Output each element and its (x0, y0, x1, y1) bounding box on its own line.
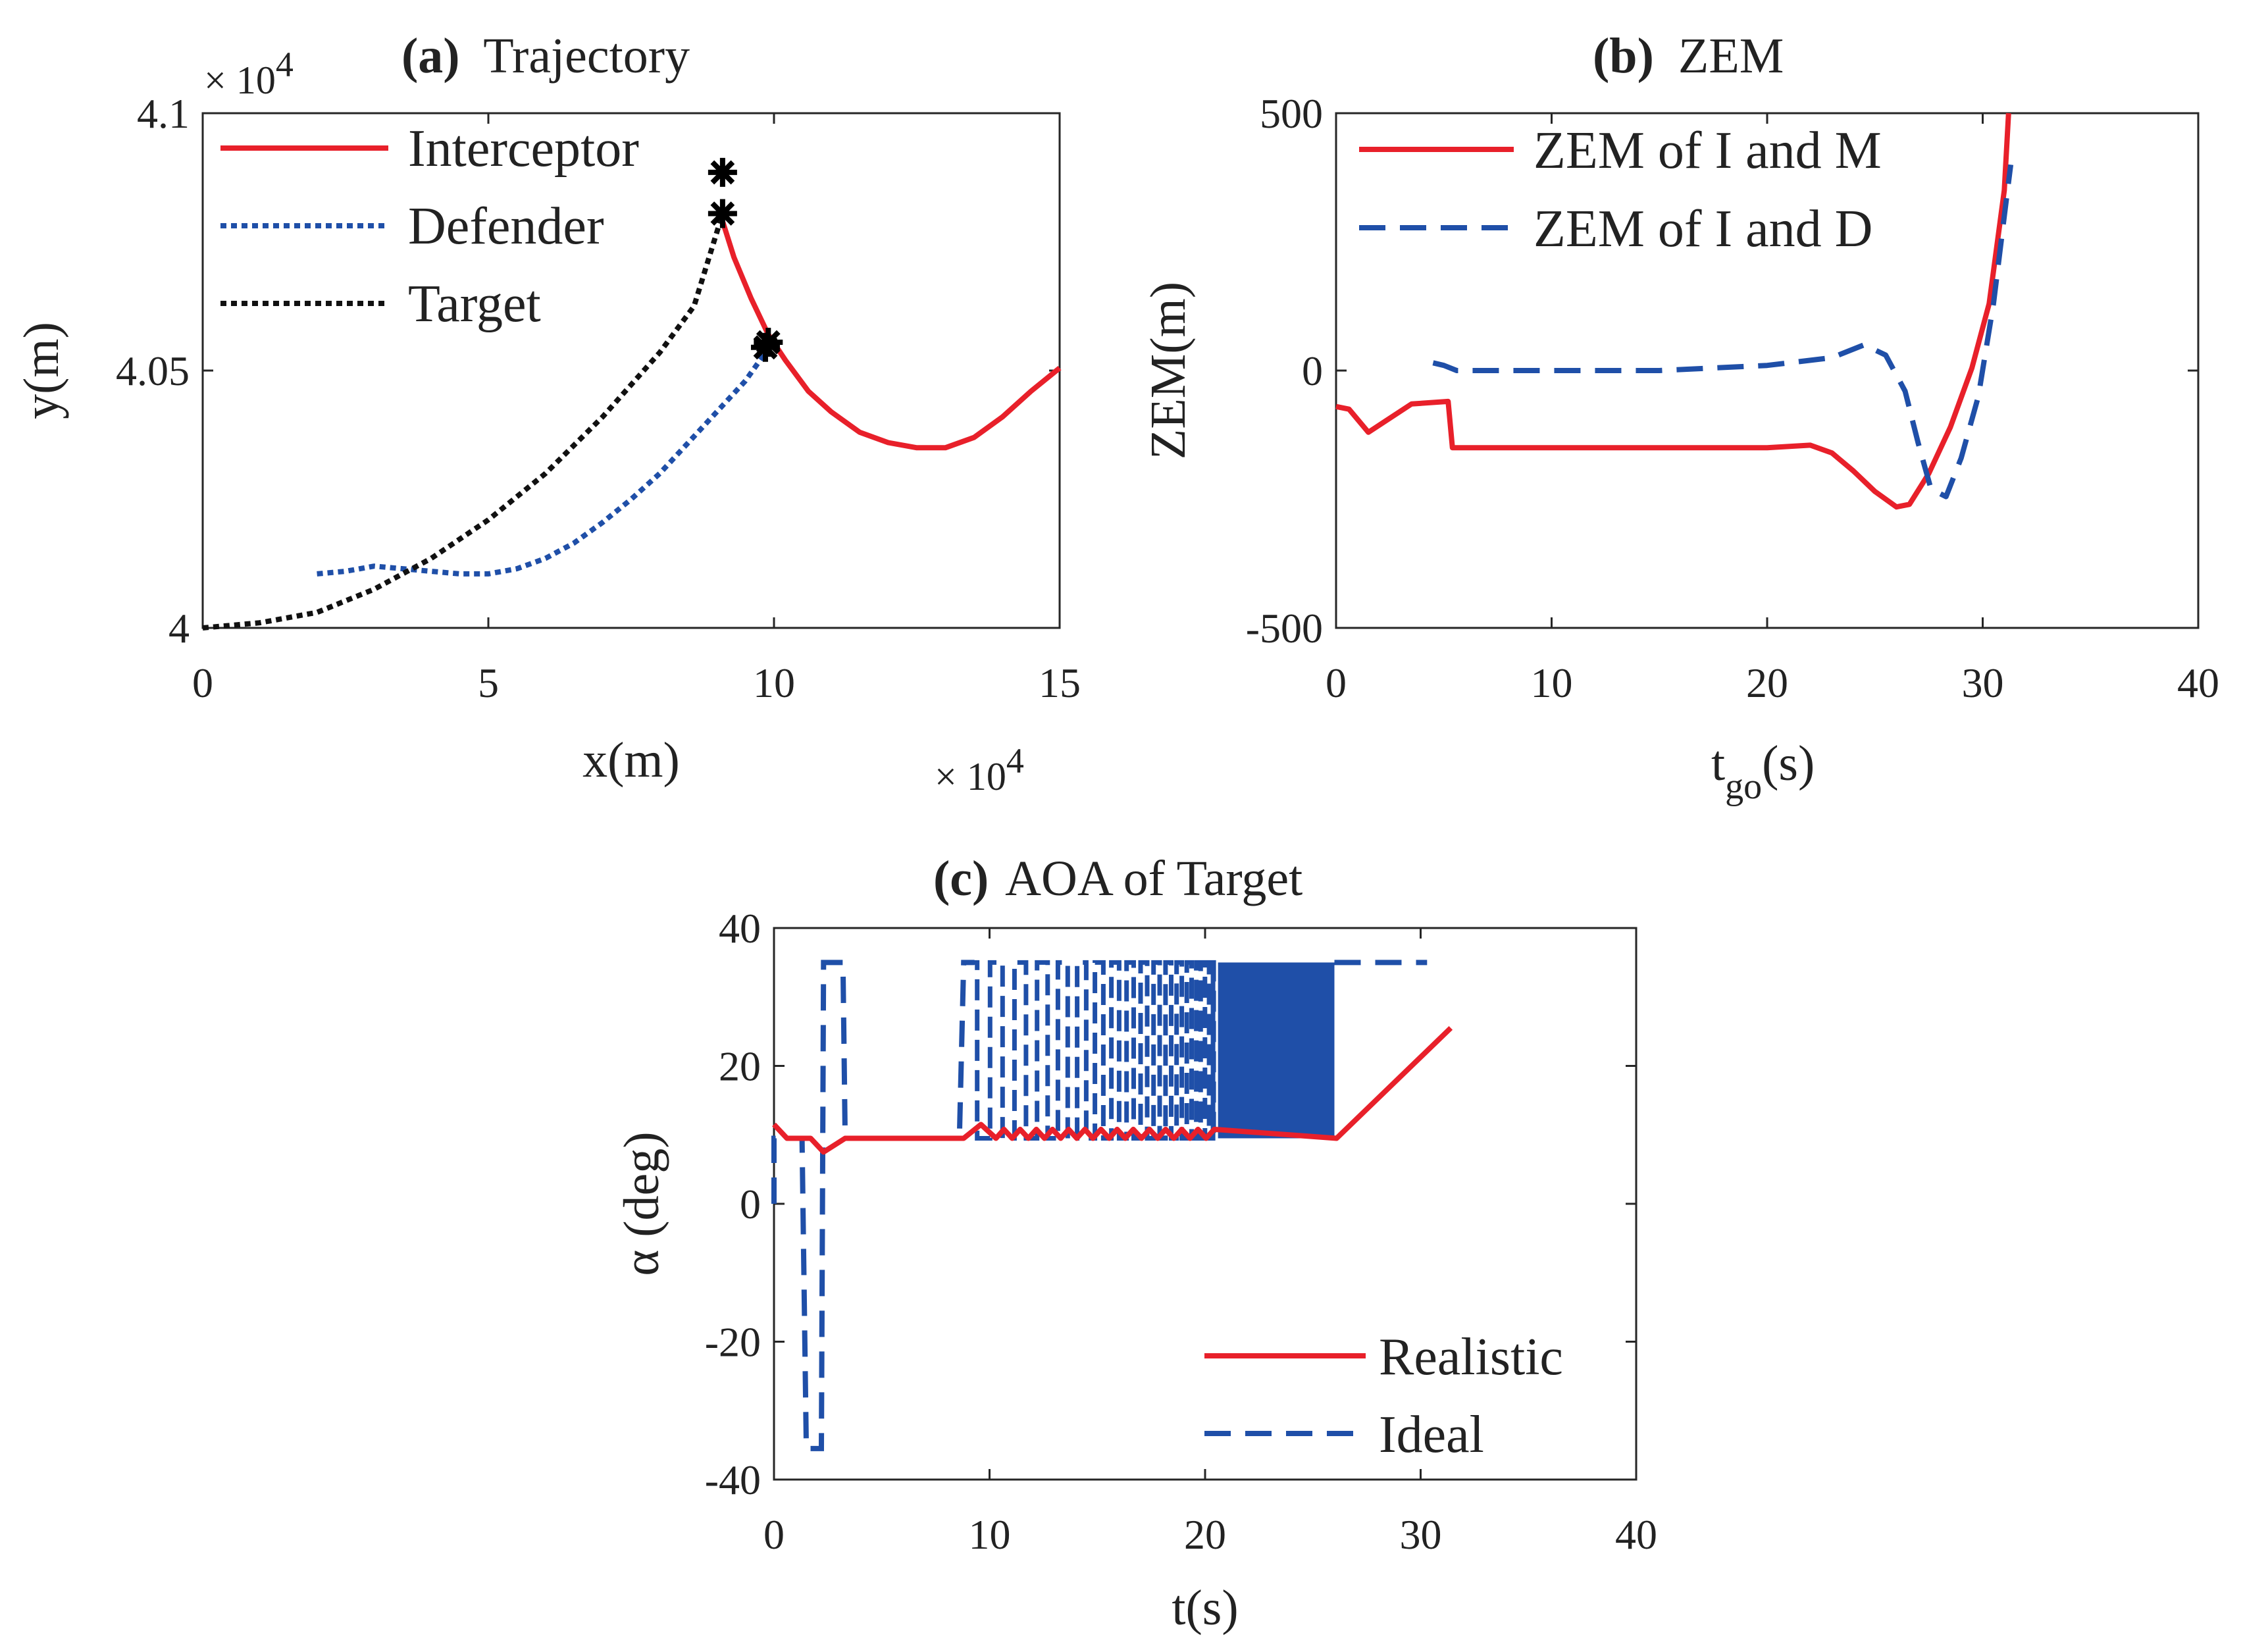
legend-label-zem-id: ZEM of I and D (1534, 200, 1872, 258)
panel-a-y-multiplier: × 104 (204, 45, 294, 102)
panel-b-xtick-label: 20 (1746, 659, 1788, 706)
panel-c-title-prefix: (c) (933, 851, 989, 906)
panel-a-x-axis-label: x(m) (582, 733, 680, 788)
panel-c-xtick-label: 10 (969, 1511, 1011, 1558)
panel-c-ytick-label: 20 (719, 1043, 761, 1090)
panel-c-aoa: (c) AOA of Target 0 10 20 30 40 -40 -20 0 20 40 t… (614, 851, 1657, 1636)
panel-a-axis-ticks: 0 5 10 15 4 4.05 4.1 (116, 90, 1081, 706)
panel-a-asterisk-marker (754, 327, 783, 357)
panel-c-title: (c) AOA of Target (933, 851, 1302, 906)
legend-label-interceptor: Interceptor (408, 120, 639, 178)
panel-c-ytick-label: 0 (740, 1181, 761, 1227)
panel-a-x-multiplier: × 104 (935, 741, 1024, 798)
panel-c-xtick-label: 0 (763, 1511, 785, 1558)
panel-b-ytick-label: -500 (1246, 605, 1323, 652)
panel-b-xtick-label: 10 (1531, 659, 1573, 706)
panel-a-y-axis-label: y(m) (14, 322, 69, 419)
panel-b-title: (b) ZEM (1593, 28, 1784, 84)
panel-c-y-axis-label: α (deg) (614, 1131, 669, 1276)
panel-b-xtick-label: 30 (1962, 659, 2004, 706)
panel-c-ideal-switching (964, 960, 1216, 1141)
panel-a-ytick-label: 4.1 (137, 90, 190, 137)
panel-b-series (1335, 113, 2014, 510)
panel-a-plot-area (201, 112, 1061, 629)
panel-b-legend: ZEM of I and M ZEM of I and D (1359, 122, 1882, 258)
legend-label-zem-im: ZEM of I and M (1534, 122, 1882, 180)
panel-a-xtick-label: 10 (753, 659, 795, 706)
panel-b-x-axis-label: tgo(s) (1711, 736, 1815, 807)
panel-a-series-interceptor (720, 220, 1062, 451)
panel-c-axis-ticks: 0 10 20 30 40 -40 -20 0 20 40 (705, 905, 1657, 1558)
panel-a-trajectory: (a) Trajectory 0 5 10 15 4 4.05 4.1 × 104 × 10… (14, 28, 1081, 798)
panel-a-title-prefix: (a) (401, 28, 460, 84)
panel-c-xtick-label: 30 (1400, 1511, 1442, 1558)
panel-a-title-text: Trajectory (483, 28, 690, 84)
panel-a-xtick-label: 0 (192, 659, 213, 706)
panel-b-y-axis-label: ZEM(m) (1141, 282, 1196, 459)
panel-b-ytick-label: 0 (1302, 348, 1323, 394)
panel-c-xtick-label: 20 (1184, 1511, 1226, 1558)
legend-label-realistic: Realistic (1379, 1328, 1563, 1386)
panel-c-legend: Realistic Ideal (1204, 1328, 1563, 1464)
panel-b-title-text: ZEM (1678, 28, 1784, 84)
panel-a-title: (a) Trajectory (401, 28, 690, 84)
panel-c-title-text: AOA of Target (1005, 851, 1302, 906)
panel-c-series-ideal (771, 960, 975, 1451)
panel-b-series-zem-of-i-and-m (1335, 113, 2011, 510)
panel-a-legend: Interceptor Defender Target (220, 120, 639, 333)
panel-a-asterisk-marker (708, 157, 737, 187)
legend-label-defender: Defender (408, 197, 604, 255)
legend-label-target: Target (408, 275, 541, 333)
legend-label-ideal: Ideal (1379, 1406, 1484, 1464)
panel-b-ytick-label: 500 (1260, 90, 1323, 137)
panel-a-ytick-label: 4.05 (116, 348, 190, 394)
panel-a-xtick-label: 15 (1039, 659, 1081, 706)
panel-a-ytick-label: 4 (168, 605, 190, 652)
panel-c-ytick-label: -40 (705, 1457, 761, 1503)
panel-b-title-prefix: (b) (1593, 28, 1654, 84)
panel-c-series (771, 960, 1453, 1451)
panel-c-x-axis-label: t(s) (1172, 1580, 1238, 1636)
panel-b-plot-area (1335, 112, 2200, 629)
panel-c-ideal-chatter-band (1218, 962, 1335, 1139)
panel-c-series-realistic (772, 1026, 1453, 1155)
panel-c-ytick-label: 40 (719, 905, 761, 952)
panel-c-xtick-label: 40 (1615, 1511, 1657, 1558)
panel-b-series-zem-of-i-and-d (1432, 164, 2014, 500)
panel-a-series-target (202, 213, 725, 631)
panel-c-ytick-label: -20 (705, 1319, 761, 1366)
panel-a-xtick-label: 5 (478, 659, 499, 706)
panel-a-series-defender (317, 351, 768, 577)
panel-b-xtick-label: 0 (1326, 659, 1347, 706)
panel-a-series (202, 213, 1062, 631)
panel-b-xtick-label: 40 (2177, 659, 2219, 706)
panel-a-markers (708, 157, 783, 362)
panel-a-asterisk-marker (708, 199, 737, 228)
